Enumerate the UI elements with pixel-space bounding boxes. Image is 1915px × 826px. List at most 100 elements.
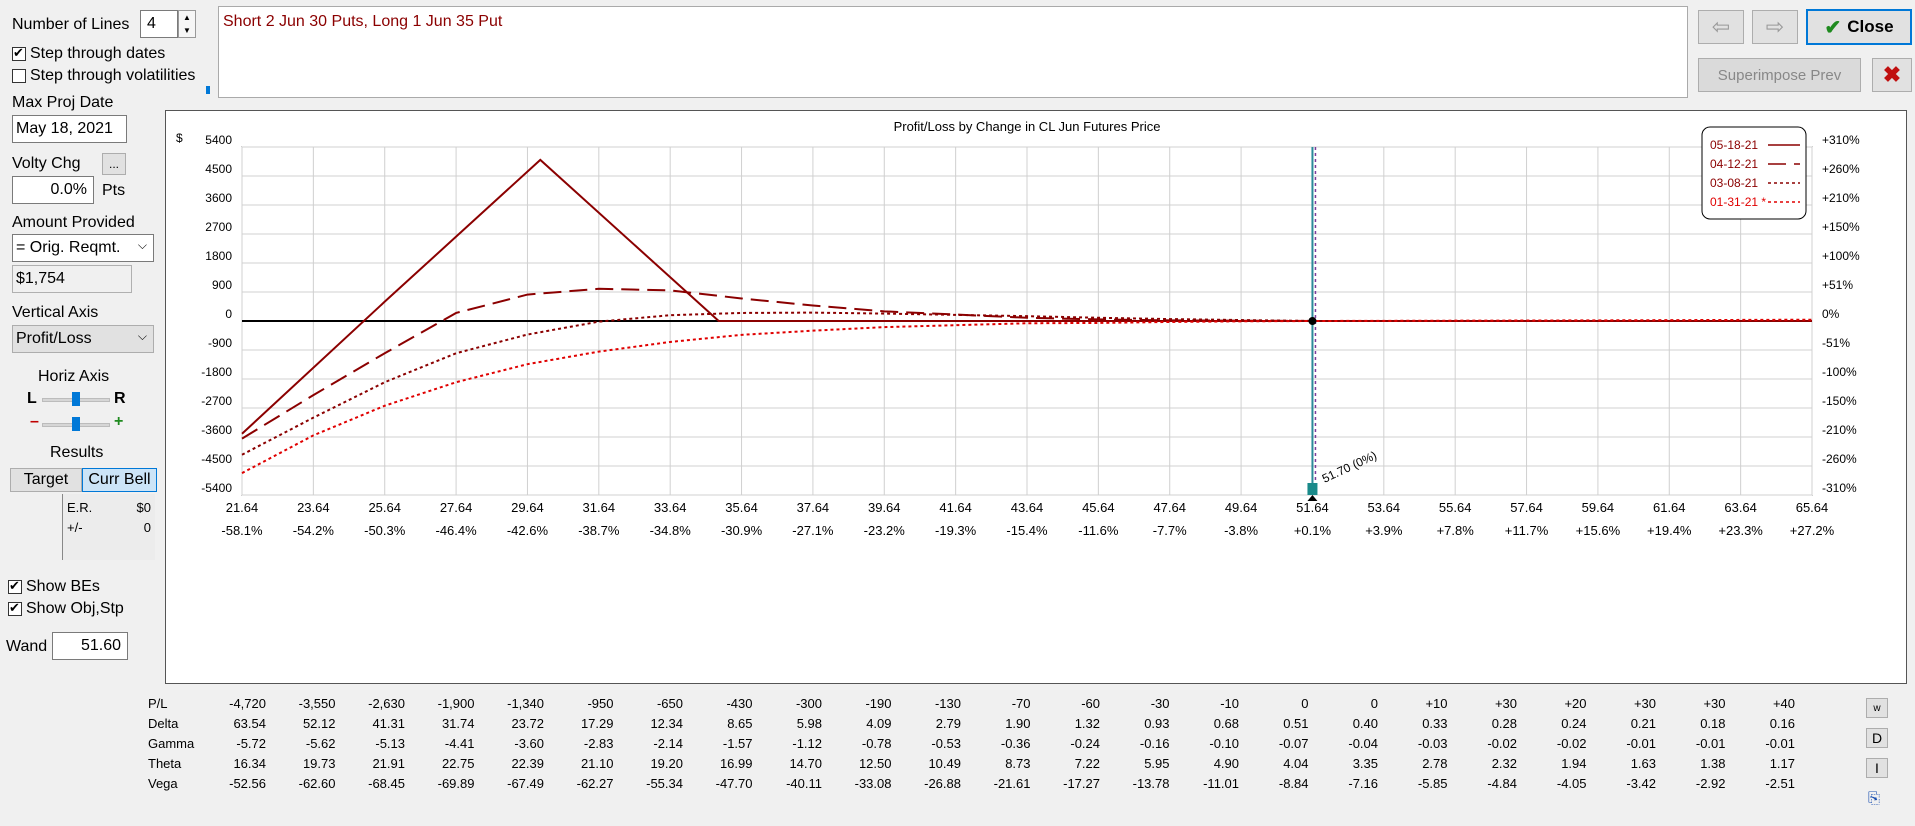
table-cell: -26.88	[924, 776, 961, 791]
x-pct-tick-label: -15.4%	[1006, 523, 1048, 538]
step-vols-checkbox[interactable]: Step through volatilities	[12, 67, 195, 85]
table-cell: -0.02	[1487, 736, 1517, 751]
table-cell: -40.11	[786, 776, 822, 791]
checkbox-checked-icon[interactable]	[8, 600, 22, 616]
i-button[interactable]: I	[1866, 758, 1888, 778]
y-tick-label: -4500	[201, 452, 232, 466]
volty-chg-button[interactable]: ...	[102, 153, 126, 175]
small-slider[interactable]	[190, 86, 212, 94]
table-cell: -2,630	[368, 696, 405, 711]
table-row-label: Gamma	[148, 736, 195, 751]
spin-up-icon[interactable]: ▲	[183, 13, 191, 22]
x-pct-tick-label: -30.9%	[721, 523, 763, 538]
checkbox-checked-icon[interactable]	[8, 578, 22, 594]
pl-chart[interactable]: Profit/Loss by Change in CL Jun Futures …	[166, 111, 1906, 683]
table-cell: 31.74	[441, 716, 475, 731]
legend-entry-label: 05-18-21	[1710, 138, 1758, 152]
table-cell: 63.54	[233, 716, 266, 731]
spin-down-icon[interactable]: ▼	[183, 26, 191, 35]
vertical-axis-label: Vertical Axis	[12, 304, 99, 321]
table-cell: +30	[1633, 696, 1656, 711]
delete-button[interactable]: ✖	[1872, 58, 1912, 92]
table-cell: -1,900	[437, 696, 475, 711]
x-pct-tick-label: +23.3%	[1718, 523, 1763, 538]
table-cell: 19.73	[302, 756, 336, 771]
table-cell: -0.07	[1278, 736, 1309, 751]
arrow-right-icon: ⇨	[1765, 14, 1785, 39]
horiz-axis-label: Horiz Axis	[38, 368, 110, 385]
y-tick-label: 900	[212, 278, 232, 292]
volty-chg-input[interactable]: 0.0%	[12, 176, 94, 204]
horiz-right-label: R	[114, 390, 126, 407]
wand-marker-icon[interactable]	[1307, 483, 1318, 495]
table-cell: 4.90	[1213, 756, 1239, 771]
table-cell: -1.57	[722, 736, 753, 751]
y2-tick-label: -260%	[1822, 452, 1857, 466]
table-cell: -2.92	[1695, 776, 1726, 791]
superimpose-prev-button[interactable]: Superimpose Prev	[1698, 58, 1861, 92]
table-row-label: P/L	[148, 696, 168, 711]
x-pct-tick-label: +27.2%	[1790, 523, 1835, 538]
table-cell: -650	[656, 696, 683, 711]
forward-button[interactable]: ⇨	[1752, 10, 1798, 44]
table-cell: -5.72	[236, 736, 266, 751]
number-of-lines-input[interactable]: 4	[140, 10, 178, 38]
show-bes-checkbox[interactable]: Show BEs	[8, 578, 100, 596]
amount-provided-select[interactable]: = Orig. Reqmt. ⌵	[12, 234, 154, 262]
y2-tick-label: +310%	[1822, 133, 1860, 147]
table-cell: 4.09	[866, 716, 892, 731]
x-tick-label: 37.64	[797, 500, 830, 515]
table-cell: -4,720	[229, 696, 266, 711]
table-cell: +10	[1425, 696, 1448, 711]
slider-thumb-icon[interactable]	[72, 392, 80, 406]
checkbox-checked-icon[interactable]	[12, 45, 26, 61]
horiz-left-label: L	[27, 390, 37, 407]
table-cell: -0.02	[1556, 736, 1587, 751]
export-icon[interactable]: ⎘	[1868, 790, 1881, 807]
checkbox-unchecked-icon[interactable]	[12, 68, 26, 83]
chevron-down-icon[interactable]: ⌵	[137, 238, 147, 252]
target-button[interactable]: Target	[10, 468, 82, 492]
table-cell: 21.10	[580, 756, 614, 771]
y2-tick-label: -51%	[1822, 336, 1850, 350]
chevron-down-icon[interactable]: ⌵	[137, 329, 147, 343]
max-proj-date-input[interactable]: May 18, 2021	[12, 115, 127, 143]
slider-thumb-icon[interactable]	[72, 417, 80, 431]
curr-bell-button[interactable]: Curr Bell	[82, 468, 157, 492]
pm-label: +/-	[67, 520, 83, 535]
chart-title: Profit/Loss by Change in CL Jun Futures …	[894, 119, 1161, 134]
back-button[interactable]: ⇦	[1698, 10, 1744, 44]
x-pct-tick-label: -50.3%	[364, 523, 406, 538]
amount-value: $1,754	[12, 265, 132, 293]
table-cell: 1.32	[1074, 716, 1100, 731]
vertical-axis-select[interactable]: Profit/Loss ⌵	[12, 325, 154, 353]
y2-tick-label: +210%	[1822, 191, 1860, 205]
table-cell: -190	[865, 696, 892, 711]
number-of-lines-spinner[interactable]: ▲ ▼	[178, 10, 196, 38]
table-cell: -17.27	[1063, 776, 1100, 791]
d-button[interactable]: D	[1866, 728, 1888, 748]
step-dates-checkbox[interactable]: Step through dates	[12, 45, 165, 63]
description-text[interactable]: Short 2 Jun 30 Puts, Long 1 Jun 35 Put	[218, 6, 1688, 98]
results-panel: E.R. $0 +/- 0	[62, 494, 155, 560]
table-cell: 0.68	[1213, 716, 1239, 731]
zoom-plus-label: +	[114, 413, 124, 430]
close-button[interactable]: ✔ Close	[1806, 9, 1912, 45]
table-cell: 22.75	[441, 756, 475, 771]
table-cell: 22.39	[511, 756, 544, 771]
wand-input[interactable]: 51.60	[52, 632, 128, 660]
table-cell: 17.29	[580, 716, 614, 731]
table-cell: -5.13	[375, 736, 405, 751]
x-tick-label: 57.64	[1510, 500, 1543, 515]
table-cell: 0	[1301, 696, 1309, 711]
table-cell: 4.04	[1283, 756, 1309, 771]
table-row-label: Theta	[148, 756, 182, 771]
table-cell: 0.24	[1561, 716, 1587, 731]
volty-chg-unit: Pts	[102, 182, 126, 199]
table-cell: -68.45	[368, 776, 405, 791]
x-pct-tick-label: +11.7%	[1505, 523, 1549, 538]
table-cell: -4.84	[1487, 776, 1517, 791]
w-button[interactable]: w	[1866, 698, 1888, 718]
table-cell: -0.01	[1695, 736, 1726, 751]
show-obj-checkbox[interactable]: Show Obj,Stp	[8, 600, 124, 618]
